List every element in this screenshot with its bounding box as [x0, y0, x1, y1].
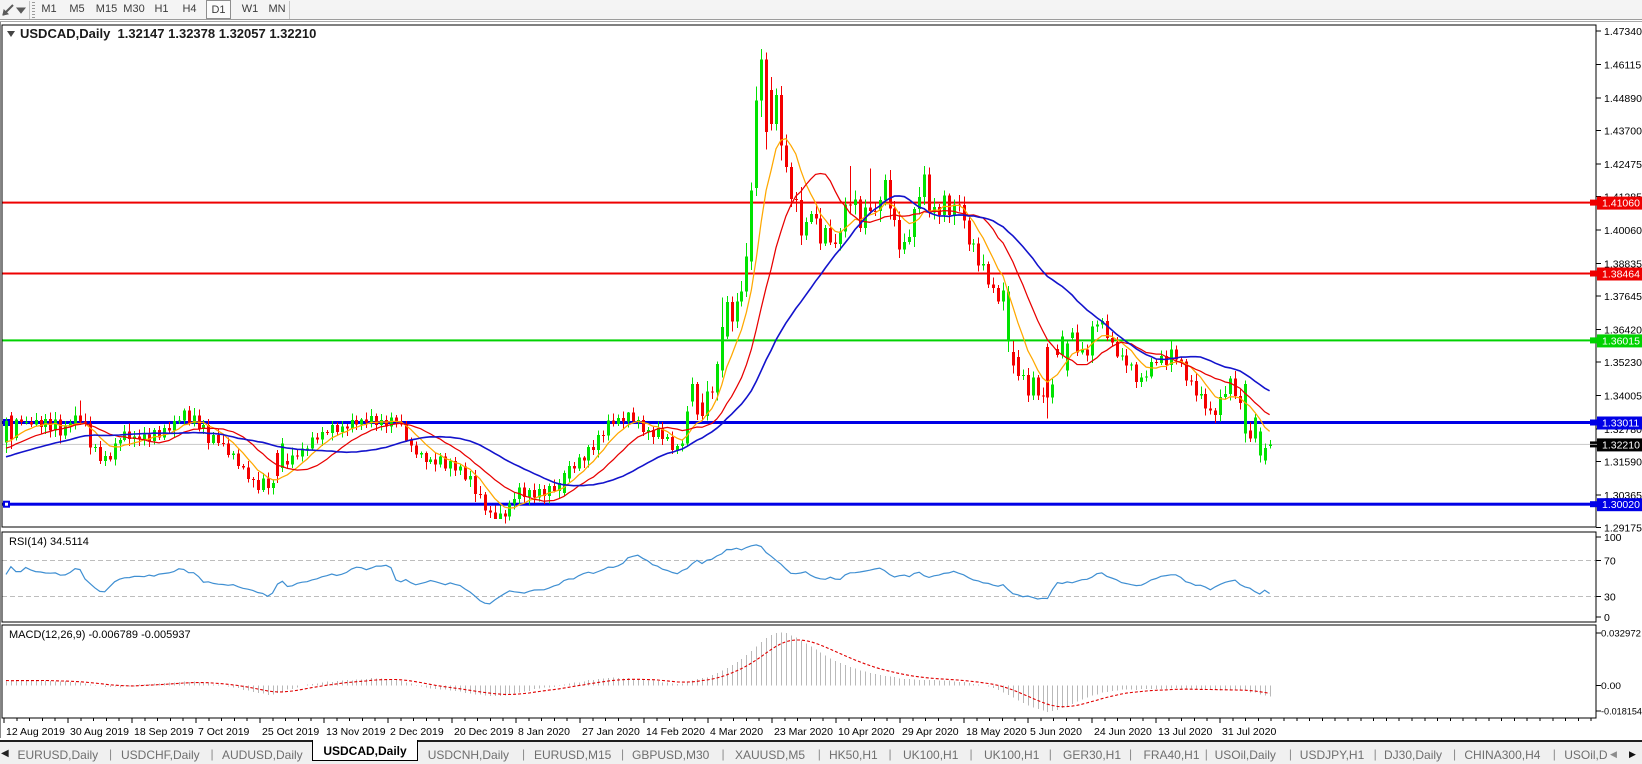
svg-text:1.43700: 1.43700 [1604, 126, 1642, 138]
svg-text:13 Nov 2019: 13 Nov 2019 [326, 726, 386, 738]
svg-text:1.29175: 1.29175 [1604, 522, 1642, 534]
svg-text:13 Jul 2020: 13 Jul 2020 [1158, 726, 1212, 738]
svg-text:30: 30 [1604, 592, 1616, 604]
svg-text:1.38835: 1.38835 [1604, 258, 1642, 270]
svg-text:24 Jun 2020: 24 Jun 2020 [1094, 726, 1152, 738]
svg-text:5 Jun 2020: 5 Jun 2020 [1030, 726, 1082, 738]
svg-text:1.33011: 1.33011 [1602, 418, 1639, 430]
svg-text:100: 100 [1604, 532, 1622, 544]
svg-text:1.47340: 1.47340 [1604, 26, 1642, 38]
svg-text:27 Jan 2020: 27 Jan 2020 [582, 726, 640, 738]
svg-text:30 Aug 2019: 30 Aug 2019 [70, 726, 129, 738]
svg-text:12 Aug 2019: 12 Aug 2019 [6, 726, 65, 738]
svg-text:10 Apr 2020: 10 Apr 2020 [838, 726, 895, 738]
svg-text:1.37645: 1.37645 [1604, 291, 1642, 303]
svg-text:1.30020: 1.30020 [1602, 499, 1640, 511]
svg-text:31 Jul 2020: 31 Jul 2020 [1222, 726, 1276, 738]
svg-text:8 Jan 2020: 8 Jan 2020 [518, 726, 570, 738]
svg-text:1.31590: 1.31590 [1604, 456, 1642, 468]
svg-text:1.41060: 1.41060 [1602, 198, 1640, 210]
svg-text:1.35230: 1.35230 [1604, 357, 1642, 369]
svg-text:1.44890: 1.44890 [1604, 93, 1642, 105]
svg-text:18 May 2020: 18 May 2020 [966, 726, 1027, 738]
svg-text:20 Dec 2019: 20 Dec 2019 [454, 726, 514, 738]
svg-text:1.36420: 1.36420 [1604, 324, 1642, 336]
svg-text:-0.018154: -0.018154 [1601, 707, 1642, 718]
svg-text:70: 70 [1604, 555, 1616, 567]
svg-text:1.34005: 1.34005 [1604, 390, 1642, 402]
svg-text:1.40060: 1.40060 [1604, 225, 1642, 237]
svg-text:29 Apr 2020: 29 Apr 2020 [902, 726, 959, 738]
svg-text:0.032972: 0.032972 [1601, 629, 1641, 640]
svg-text:1.36015: 1.36015 [1602, 335, 1640, 347]
svg-text:25 Oct 2019: 25 Oct 2019 [262, 726, 319, 738]
svg-text:14 Feb 2020: 14 Feb 2020 [646, 726, 705, 738]
svg-text:1.42475: 1.42475 [1604, 159, 1642, 171]
svg-text:7 Oct 2019: 7 Oct 2019 [198, 726, 250, 738]
svg-text:1.46115: 1.46115 [1604, 60, 1641, 72]
svg-text:1.38464: 1.38464 [1602, 269, 1640, 281]
svg-text:1.32210: 1.32210 [1602, 439, 1640, 451]
svg-text:0.00: 0.00 [1601, 681, 1621, 692]
svg-text:4 Mar 2020: 4 Mar 2020 [710, 726, 763, 738]
svg-text:2 Dec 2019: 2 Dec 2019 [390, 726, 444, 738]
svg-text:18 Sep 2019: 18 Sep 2019 [134, 726, 194, 738]
svg-text:0: 0 [1604, 612, 1610, 624]
svg-text:23 Mar 2020: 23 Mar 2020 [774, 726, 833, 738]
